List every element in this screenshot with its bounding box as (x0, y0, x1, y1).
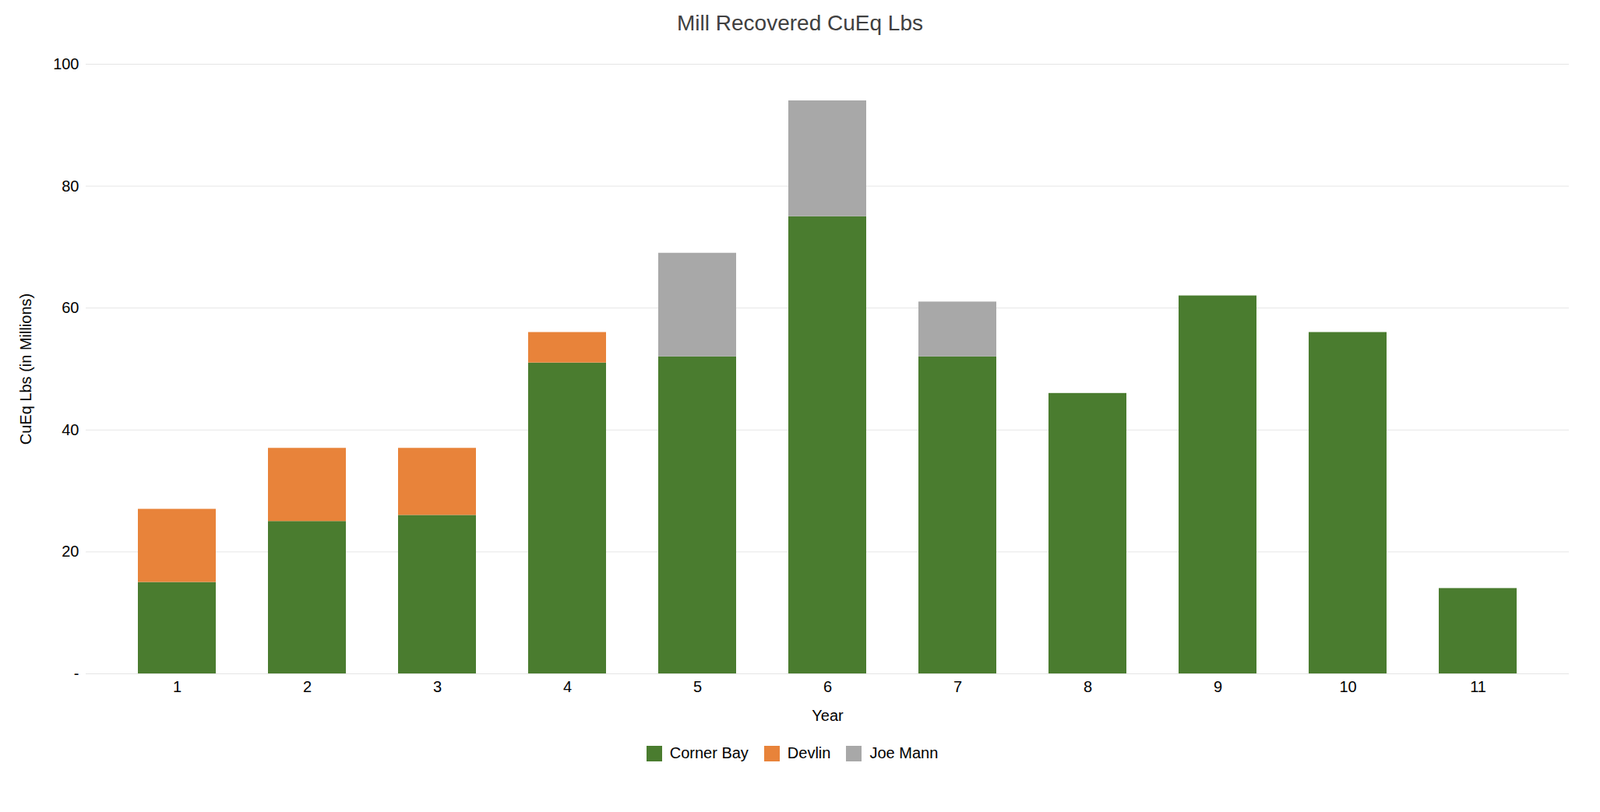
svg-text:2: 2 (303, 678, 312, 696)
svg-text:Year: Year (811, 707, 844, 725)
svg-text:-: - (74, 665, 80, 683)
svg-text:10: 10 (1339, 678, 1357, 696)
svg-text:80: 80 (61, 177, 79, 195)
svg-text:6: 6 (823, 678, 832, 696)
svg-text:CuEq Lbs (in Millions): CuEq Lbs (in Millions) (17, 293, 35, 446)
svg-text:20: 20 (61, 542, 79, 561)
svg-text:60: 60 (61, 299, 79, 317)
svg-text:100: 100 (52, 55, 79, 73)
svg-text:7: 7 (953, 678, 963, 696)
svg-text:8: 8 (1083, 678, 1093, 696)
svg-text:40: 40 (61, 421, 79, 439)
html-text:Devlin: Devlin (787, 744, 831, 762)
html-text:Corner Bay: Corner Bay (669, 744, 749, 762)
svg-text:11: 11 (1469, 678, 1487, 696)
svg-text:5: 5 (693, 678, 702, 696)
svg-text:4: 4 (563, 678, 572, 696)
html-text:Mill Recovered CuEq Lbs: Mill Recovered CuEq Lbs (676, 10, 924, 36)
svg-text:1: 1 (172, 678, 182, 696)
html-text:Joe Mann: Joe Mann (869, 744, 939, 762)
svg-text:9: 9 (1213, 678, 1223, 696)
svg-text:3: 3 (433, 678, 442, 696)
